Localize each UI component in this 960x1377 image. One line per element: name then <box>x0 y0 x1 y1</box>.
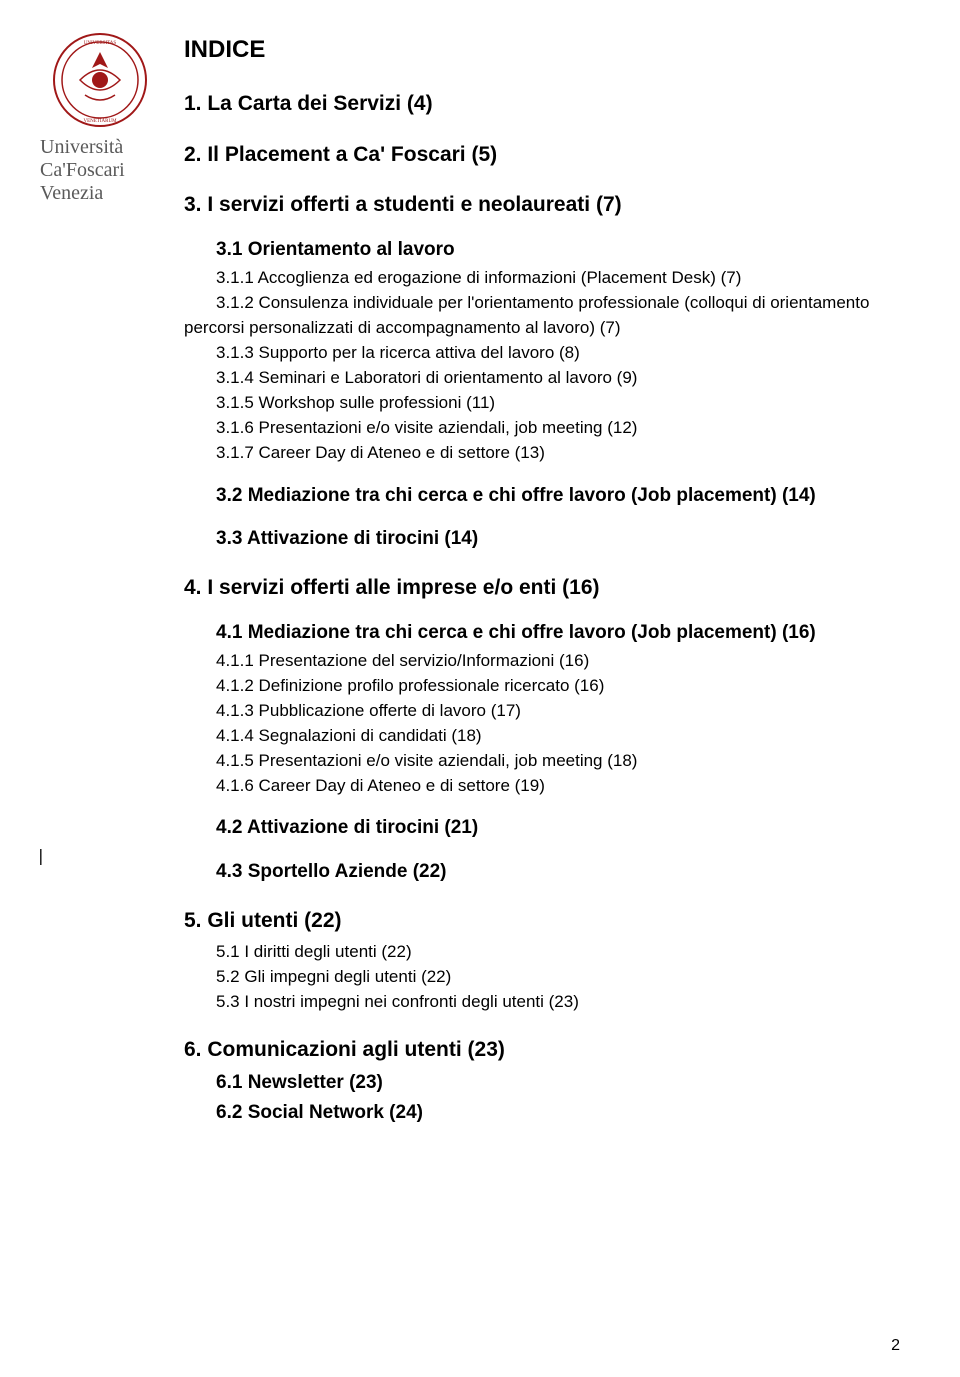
toc-subsection-6-1: 6.1 Newsletter (23) <box>216 1070 900 1096</box>
university-name: Università Ca'Foscari Venezia <box>40 136 160 205</box>
toc-subsection-3-2: 3.2 Mediazione tra chi cerca e chi offre… <box>216 483 900 509</box>
toc-block-3-1b: 3.1.3 Supporto per la ricerca attiva del… <box>184 342 900 552</box>
toc-block-5: 5.1 I diritti degli utenti (22) 5.2 Gli … <box>184 941 900 1014</box>
toc-section-1: 1. La Carta dei Servizi (4) <box>184 90 900 118</box>
page-number: 2 <box>891 1337 900 1355</box>
toc-item-continuation: percorsi personalizzati di accompagnamen… <box>184 317 900 340</box>
toc-block-4-1: 4.1 Mediazione tra chi cerca e chi offre… <box>184 620 900 885</box>
toc-item: 4.1.6 Career Day di Ateneo e di settore … <box>216 775 900 798</box>
toc-subsection-3-3: 3.3 Attivazione di tirocini (14) <box>216 526 900 552</box>
toc-item: 3.1.3 Supporto per la ricerca attiva del… <box>216 342 900 365</box>
toc-item: 3.1.7 Career Day di Ateneo e di settore … <box>216 442 900 465</box>
toc-item: 3.1.2 Consulenza individuale per l'orien… <box>216 292 900 315</box>
uni-name-line: Università <box>40 136 160 159</box>
header-row: UNIVERSITAS VENETIARUM Università Ca'Fos… <box>40 30 900 1130</box>
toc-item: 5.1 I diritti degli utenti (22) <box>216 941 900 964</box>
toc-item: 3.1.5 Workshop sulle professioni (11) <box>216 392 900 415</box>
toc-block-3-1: 3.1 Orientamento al lavoro 3.1.1 Accogli… <box>184 237 900 315</box>
toc-subsection-4-2: 4.2 Attivazione di tirocini (21) <box>216 815 900 841</box>
toc-subsection-4-3: 4.3 Sportello Aziende (22) <box>216 859 900 885</box>
toc-section-6: 6. Comunicazioni agli utenti (23) <box>184 1036 900 1064</box>
toc-item: 3.1.6 Presentazioni e/o visite aziendali… <box>216 417 900 440</box>
toc-subsection-3-1: 3.1 Orientamento al lavoro <box>216 237 900 263</box>
toc-subsection-4-1: 4.1 Mediazione tra chi cerca e chi offre… <box>216 620 900 646</box>
toc-item: 4.1.3 Pubblicazione offerte di lavoro (1… <box>216 700 900 723</box>
svg-text:VENETIARUM: VENETIARUM <box>83 119 117 124</box>
toc-item: 3.1.1 Accoglienza ed erogazione di infor… <box>216 267 900 290</box>
toc-content: INDICE 1. La Carta dei Servizi (4) 2. Il… <box>184 30 900 1130</box>
toc-item: 3.1.4 Seminari e Laboratori di orientame… <box>216 367 900 390</box>
toc-section-2: 2. Il Placement a Ca' Foscari (5) <box>184 141 900 169</box>
toc-item: 5.2 Gli impegni degli utenti (22) <box>216 966 900 989</box>
svg-text:UNIVERSITAS: UNIVERSITAS <box>84 41 117 46</box>
edit-mark-icon: | <box>36 846 46 865</box>
toc-item: 4.1.4 Segnalazioni di candidati (18) <box>216 725 900 748</box>
toc-section-5: 5. Gli utenti (22) <box>184 907 900 935</box>
university-logo-block: UNIVERSITAS VENETIARUM Università Ca'Fos… <box>40 30 160 205</box>
toc-section-4: 4. I servizi offerti alle imprese e/o en… <box>184 574 900 602</box>
university-seal-icon: UNIVERSITAS VENETIARUM <box>50 30 150 130</box>
uni-name-line: Ca'Foscari <box>40 159 160 182</box>
toc-subsection-6-2: 6.2 Social Network (24) <box>216 1100 900 1126</box>
page-title: INDICE <box>184 34 900 66</box>
uni-name-line: Venezia <box>40 182 160 205</box>
toc-block-6: 6.1 Newsletter (23) 6.2 Social Network (… <box>184 1070 900 1125</box>
toc-item: 4.1.1 Presentazione del servizio/Informa… <box>216 650 900 673</box>
toc-item: 5.3 I nostri impegni nei confronti degli… <box>216 991 900 1014</box>
toc-section-3: 3. I servizi offerti a studenti e neolau… <box>184 191 900 219</box>
document-page: UNIVERSITAS VENETIARUM Università Ca'Fos… <box>0 0 960 1377</box>
toc-item: 4.1.5 Presentazioni e/o visite aziendali… <box>216 750 900 773</box>
toc-item: 4.1.2 Definizione profilo professionale … <box>216 675 900 698</box>
